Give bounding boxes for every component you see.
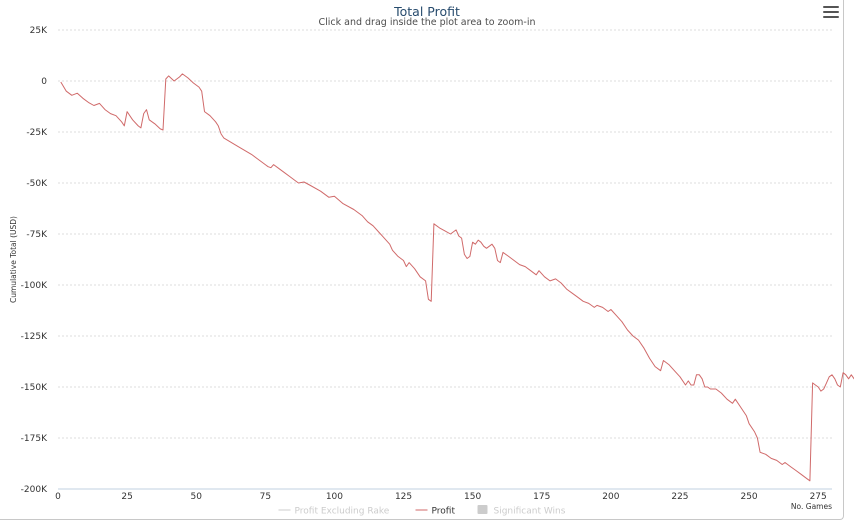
y-tick-label: -200K bbox=[21, 485, 48, 495]
x-axis-title: No. Games bbox=[791, 502, 832, 511]
x-tick-label: 275 bbox=[810, 492, 827, 502]
y-tick-label: -75K bbox=[26, 230, 48, 240]
chart-title: Total Profit bbox=[394, 4, 460, 19]
y-tick-label: -100K bbox=[21, 281, 48, 291]
legend-item-label[interactable]: Profit Excluding Rake bbox=[295, 507, 390, 517]
x-tick-label: 100 bbox=[326, 492, 343, 502]
chart-container bbox=[0, 0, 844, 520]
y-tick-label: -175K bbox=[21, 434, 48, 444]
y-axis-title: Cumulative Total (USD) bbox=[9, 216, 18, 303]
x-tick-label: 175 bbox=[533, 492, 550, 502]
x-tick-label: 225 bbox=[671, 492, 688, 502]
chart-subtitle: Click and drag inside the plot area to z… bbox=[318, 17, 536, 28]
y-tick-label: 0 bbox=[41, 77, 47, 87]
x-tick-label: 75 bbox=[260, 492, 271, 502]
hamburger-menu-icon[interactable] bbox=[823, 6, 839, 20]
x-tick-label: 50 bbox=[190, 492, 202, 502]
series-line-profit bbox=[60, 73, 854, 482]
y-tick-label: -50K bbox=[26, 179, 48, 189]
y-tick-label: 25K bbox=[30, 26, 48, 36]
legend-symbol[interactable] bbox=[477, 505, 488, 514]
y-tick-label: -25K bbox=[26, 128, 48, 138]
x-tick-label: 150 bbox=[464, 492, 481, 502]
y-tick-label: -150K bbox=[21, 383, 48, 393]
legend-item-label[interactable]: Significant Wins bbox=[494, 507, 566, 517]
x-tick-label: 0 bbox=[55, 492, 61, 502]
y-tick-label: -125K bbox=[21, 332, 48, 342]
x-tick-label: 25 bbox=[121, 492, 132, 502]
x-tick-label: 250 bbox=[740, 492, 757, 502]
x-tick-label: 200 bbox=[602, 492, 619, 502]
x-tick-label: 125 bbox=[395, 492, 412, 502]
legend-item-label[interactable]: Profit bbox=[432, 507, 456, 517]
